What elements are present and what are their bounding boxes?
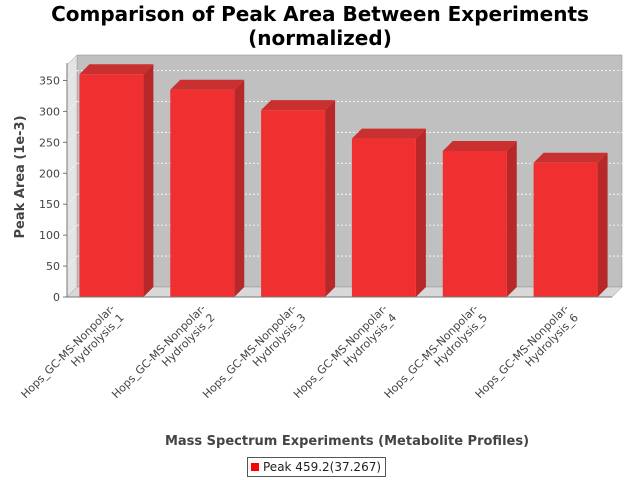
bar-side — [597, 152, 608, 297]
y-tick-label: 200 — [39, 167, 60, 180]
x-tick-labels: Hops_GC-MS-Nonpolar-Hydrolysis_1Hops_GC-… — [18, 302, 581, 410]
y-tick-label: 100 — [39, 229, 60, 242]
bar-side — [415, 128, 426, 297]
bars — [79, 64, 608, 298]
y-tick-label: 50 — [46, 260, 60, 273]
x-tick-label-line: Hops_GC-MS-Nonpolar- — [109, 302, 208, 401]
bar-side — [234, 79, 245, 297]
gridlines — [66, 70, 622, 267]
y-ticks: 0 50 100 150 200 250 300 350 — [39, 74, 67, 304]
bar-front — [261, 110, 326, 298]
y-tick-label: 150 — [39, 198, 60, 211]
bar-front — [533, 162, 598, 297]
bar-front — [351, 138, 416, 297]
axes — [66, 63, 612, 298]
bar-side — [325, 100, 336, 298]
chart-title-line-2: (normalized) — [248, 26, 392, 50]
legend-label: Peak 459.2(37.267) — [263, 460, 382, 474]
bar-front — [170, 89, 235, 297]
y-tick-label: 300 — [39, 105, 60, 118]
x-tick-label: Hops_GC-MS-Nonpolar-Hydrolysis_6 — [473, 302, 581, 410]
x-tick-label-line: Hops_GC-MS-Nonpolar- — [291, 302, 390, 401]
x-tick-label-line: Hops_GC-MS-Nonpolar- — [18, 302, 117, 401]
chart-title-line-1: Comparison of Peak Area Between Experime… — [51, 2, 589, 26]
bar — [442, 140, 517, 297]
x-axis-title: Mass Spectrum Experiments (Metabolite Pr… — [165, 434, 529, 449]
x-tick-label-line: Hops_GC-MS-Nonpolar- — [200, 302, 299, 401]
bar-front — [79, 74, 144, 297]
bar-top — [351, 128, 426, 139]
bar — [170, 79, 245, 297]
bar-top — [170, 79, 245, 90]
bar — [79, 64, 154, 297]
bar-side — [506, 140, 517, 297]
y-axis-title: Peak Area (1e-3) — [13, 115, 28, 238]
bar-top — [79, 64, 154, 75]
x-tick-label-line: Hops_GC-MS-Nonpolar- — [473, 302, 572, 401]
bar-top — [533, 152, 608, 163]
bar — [533, 152, 608, 297]
y-tick-label: 0 — [53, 291, 60, 304]
bar — [351, 128, 426, 297]
plot-left-wall — [66, 54, 78, 298]
bar-side — [143, 64, 154, 297]
bar-top — [261, 100, 336, 111]
legend-swatch — [251, 463, 259, 471]
y-tick-label: 350 — [39, 74, 60, 87]
bar-front — [442, 150, 507, 297]
legend: Peak 459.2(37.267) — [247, 457, 387, 477]
chart-title: Comparison of Peak Area Between Experime… — [0, 2, 640, 50]
bar-top — [442, 140, 517, 151]
y-tick-label: 250 — [39, 136, 60, 149]
x-tick-label-line: Hops_GC-MS-Nonpolar- — [382, 302, 481, 401]
bar — [261, 100, 336, 298]
